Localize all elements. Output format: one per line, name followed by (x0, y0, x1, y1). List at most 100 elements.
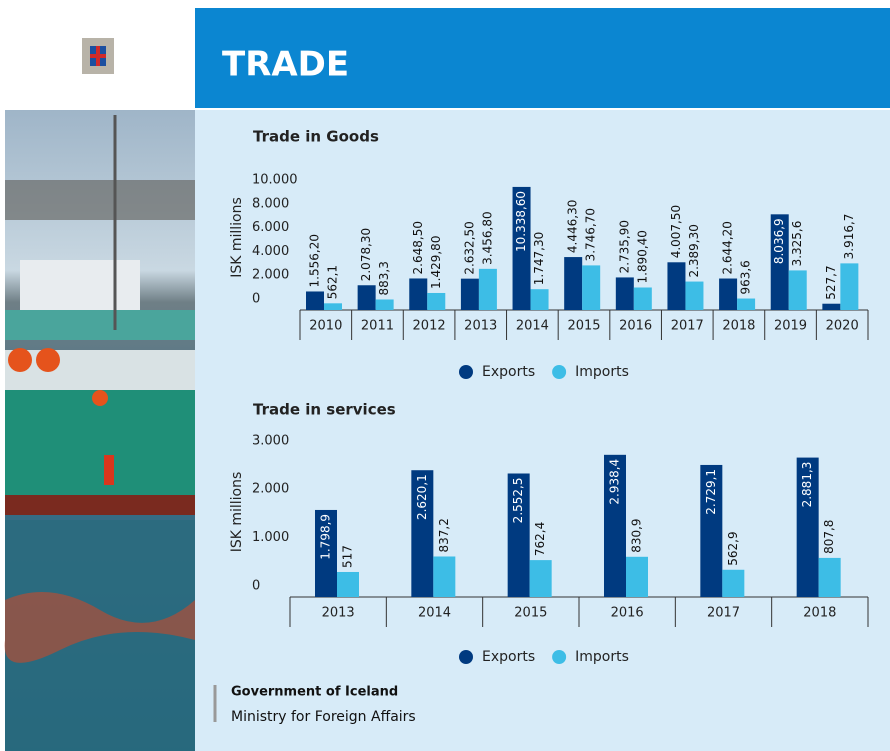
value-label: 1.747,30 (532, 232, 546, 285)
y-tick-label: 0 (252, 579, 260, 594)
y-tick-label: 10.000 (252, 172, 298, 187)
bar (582, 265, 600, 310)
value-label: 2.552,5 (511, 477, 525, 523)
x-tick-label: 2017 (707, 606, 740, 621)
value-label: 3.746,70 (584, 208, 598, 261)
x-tick-label: 2015 (567, 319, 600, 334)
bar (409, 278, 427, 310)
x-tick-label: 2019 (774, 319, 807, 334)
bar (840, 263, 858, 310)
bar (722, 570, 744, 597)
value-label: 883,3 (377, 261, 391, 295)
value-label: 4.446,30 (566, 200, 580, 253)
bar (819, 558, 841, 597)
value-label: 762,4 (533, 522, 547, 556)
footer-organization: Government of Iceland (231, 685, 398, 700)
x-tick-label: 2015 (514, 606, 547, 621)
y-tick-label: 6.000 (252, 220, 289, 235)
value-label: 837,2 (437, 518, 451, 552)
value-label: 2.644,20 (721, 221, 735, 274)
value-label: 3.325,6 (790, 221, 804, 267)
bar (531, 289, 549, 310)
bar (433, 556, 455, 597)
chart-title: Trade in services (253, 401, 396, 419)
value-label: 8.036,9 (772, 218, 786, 264)
chart-title: Trade in Goods (253, 128, 379, 146)
x-tick-label: 2016 (611, 606, 644, 621)
value-label: 2.938,4 (608, 459, 622, 505)
x-tick-label: 2013 (464, 319, 497, 334)
value-label: 2.735,90 (617, 220, 631, 273)
bar (634, 287, 652, 310)
bar (376, 299, 394, 310)
bar (789, 270, 807, 310)
value-label: 2.632,50 (462, 221, 476, 274)
x-tick-label: 2013 (322, 606, 355, 621)
photo (5, 110, 195, 751)
page: TRADE Government of Iceland Ministry for… (0, 0, 890, 751)
bar (616, 277, 634, 310)
value-label: 2.648,50 (411, 221, 425, 274)
logo (82, 38, 114, 74)
x-tick-label: 2010 (309, 319, 342, 334)
y-tick-label: 0 (252, 292, 260, 307)
bar (530, 560, 552, 597)
value-label: 830,9 (630, 518, 644, 552)
x-tick-label: 2012 (413, 319, 446, 334)
bar (822, 304, 840, 310)
chart-panel (195, 110, 890, 751)
x-tick-label: 2020 (826, 319, 859, 334)
y-tick-label: 2.000 (252, 268, 289, 283)
x-tick-label: 2017 (671, 319, 704, 334)
y-tick-label: 3.000 (252, 433, 289, 448)
x-tick-label: 2011 (361, 319, 394, 334)
footer-ministry: Ministry for Foreign Affairs (231, 709, 416, 725)
bar (358, 285, 376, 310)
bar (737, 299, 755, 310)
legend-marker (552, 650, 566, 664)
value-label: 562,9 (726, 531, 740, 565)
value-label: 4.007,50 (669, 205, 683, 258)
legend-marker (552, 365, 566, 379)
bar (626, 557, 648, 597)
value-label: 517 (341, 545, 355, 568)
legend-marker (459, 650, 473, 664)
y-tick-label: 1.000 (252, 530, 289, 545)
x-tick-label: 2018 (803, 606, 836, 621)
value-label: 3.456,80 (480, 211, 494, 264)
bar (306, 291, 324, 310)
bar (667, 262, 685, 310)
x-tick-label: 2014 (516, 319, 549, 334)
value-label: 1.890,40 (635, 230, 649, 283)
value-label: 10.338,60 (514, 191, 528, 252)
value-label: 963,6 (739, 260, 753, 294)
legend-marker (459, 365, 473, 379)
value-label: 1.429,80 (429, 236, 443, 289)
value-label: 2.078,30 (359, 228, 373, 281)
y-tick-label: 8.000 (252, 196, 289, 211)
y-tick-label: 2.000 (252, 482, 289, 497)
bar (324, 303, 342, 310)
value-label: 3.916,7 (842, 214, 856, 260)
value-label: 807,8 (822, 520, 836, 554)
legend-label: Exports (482, 649, 535, 665)
bar (685, 282, 703, 310)
value-label: 2.389,30 (687, 224, 701, 277)
value-label: 527,7 (824, 265, 838, 299)
value-label: 1.556,20 (308, 234, 322, 287)
value-label: 562,1 (326, 265, 340, 299)
x-tick-label: 2016 (619, 319, 652, 334)
y-axis-label: ISK millions (229, 472, 245, 553)
value-label: 1.798,9 (319, 514, 333, 560)
bar (479, 269, 497, 310)
value-label: 2.620,1 (415, 474, 429, 520)
bar (719, 279, 737, 310)
y-axis-label: ISK millions (229, 197, 245, 278)
bar (427, 293, 445, 310)
legend-label: Imports (575, 364, 629, 380)
bar (337, 572, 359, 597)
bar (461, 279, 479, 310)
x-tick-label: 2018 (722, 319, 755, 334)
infographic: TRADE Government of Iceland Ministry for… (0, 0, 890, 751)
y-tick-label: 4.000 (252, 244, 289, 259)
